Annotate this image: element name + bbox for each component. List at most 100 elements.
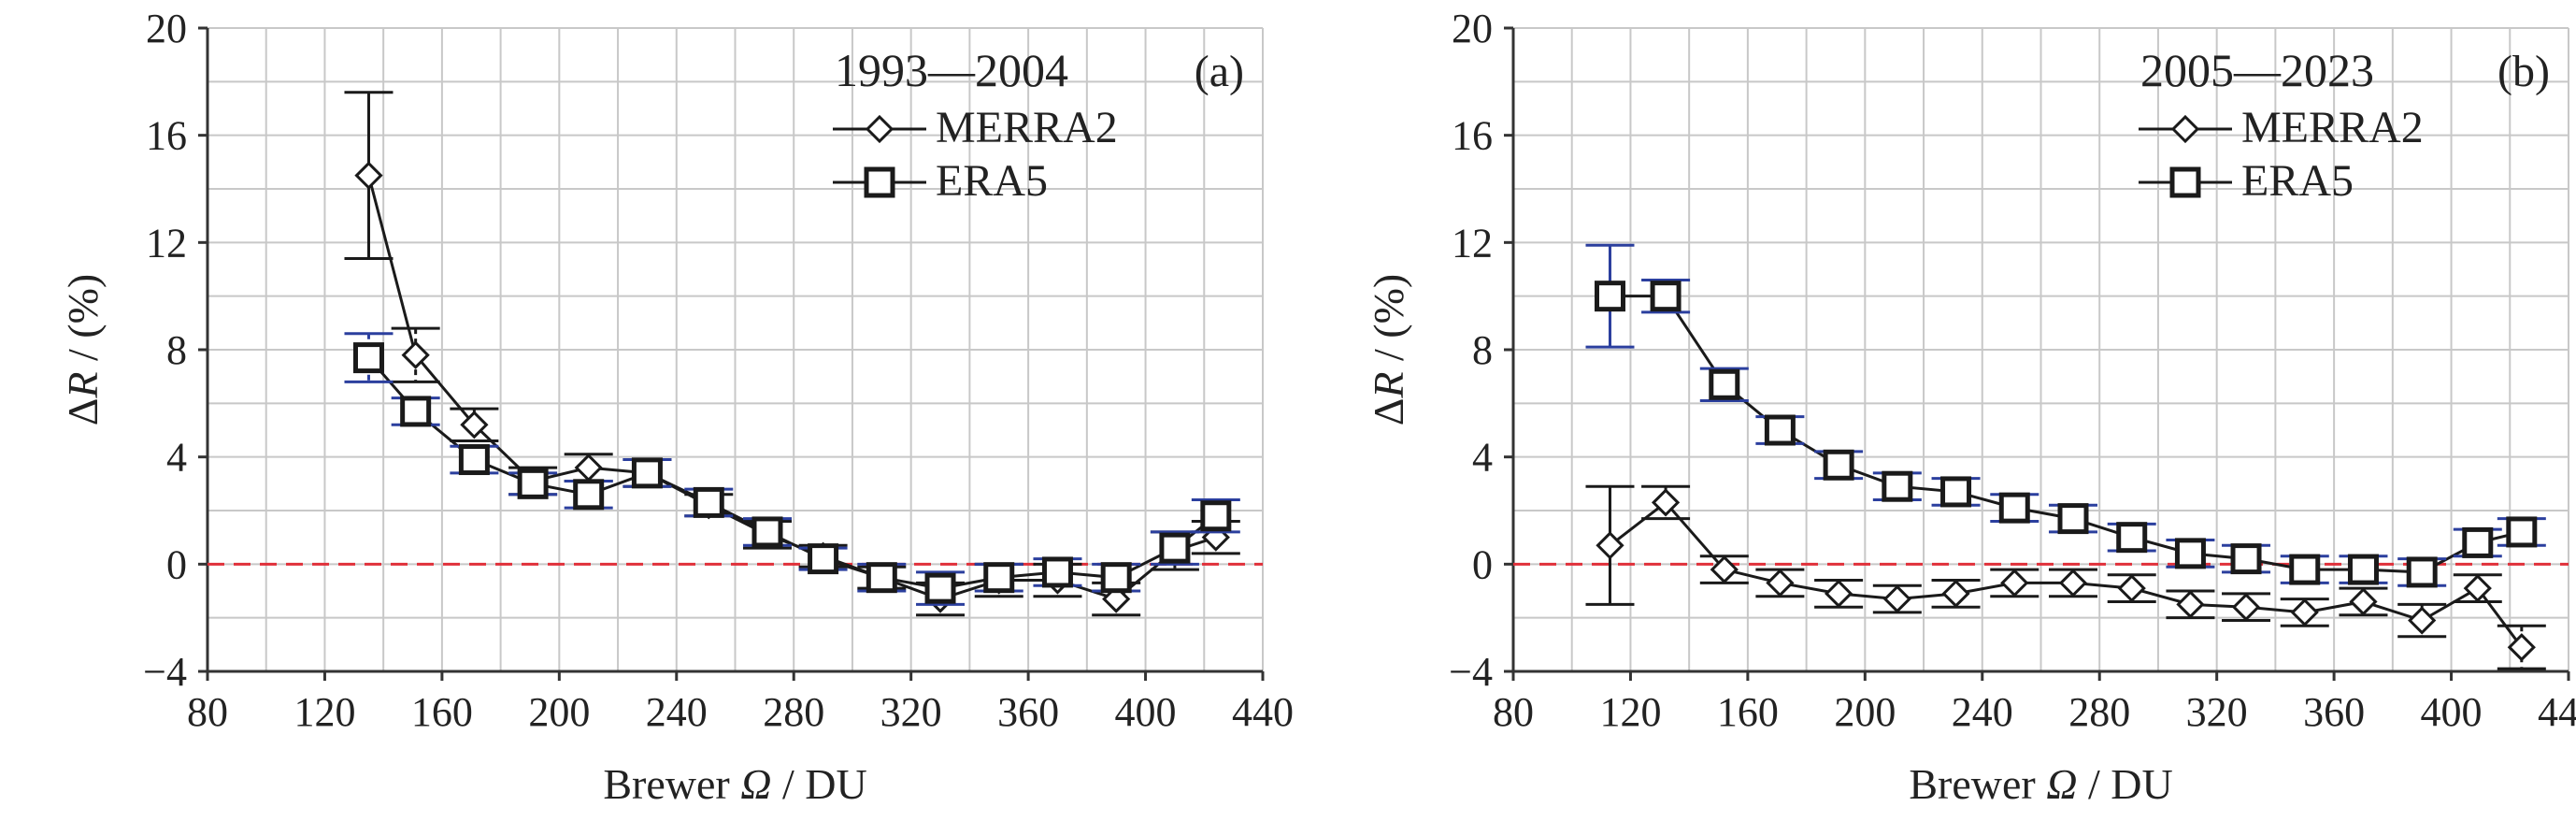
point-merra2 [1651,488,1681,517]
point-era5 [2230,543,2262,575]
point-era5 [1041,556,1073,588]
panel-tag: (b) [2497,47,2550,96]
x-tick-label: 120 [1599,689,1661,735]
y-tick-label: −4 [143,649,187,695]
legend-label-era5: ERA5 [2241,156,2354,206]
y-tick-label: 12 [146,220,187,266]
y-tick-label: 8 [1472,327,1493,373]
x-tick-label: 200 [1834,689,1896,735]
point-era5 [400,396,432,427]
point-era5 [1940,476,1972,508]
point-era5 [1882,470,1913,502]
y-tick-label: −4 [1449,649,1493,695]
point-era5 [983,562,1015,594]
x-tick-label: 80 [1493,689,1534,735]
point-merra2 [2408,606,2437,635]
y-axis-label-symbol: R [59,372,107,399]
point-era5 [2406,556,2438,588]
x-axis-label-prefix: Brewer [603,760,740,808]
point-era5 [573,479,605,511]
point-era5 [1764,414,1796,446]
point-era5 [1709,368,1740,400]
point-merra2 [2290,598,2319,627]
point-era5 [1998,492,2030,524]
point-merra2 [2176,590,2205,619]
x-axis-label-suffix: / DU [2077,760,2172,808]
point-merra2 [2231,593,2261,622]
point-merra2 [1882,584,1911,613]
x-tick-label: 160 [411,689,473,735]
point-merra2 [2507,633,2536,662]
x-axis-label-symbol: Ω [740,760,771,808]
point-era5 [352,342,384,374]
series-era5 [344,332,1240,606]
point-era5 [1823,449,1854,481]
x-axis-label: Brewer Ω / DU [1909,760,2172,808]
x-tick-label: 320 [880,689,942,735]
x-axis-label-prefix: Brewer [1909,760,2046,808]
y-axis-label: ΔR / (%) [59,274,107,425]
x-tick-label: 160 [1717,689,1779,735]
x-tick-label: 360 [997,689,1059,735]
y-axis-label-suffix: / (%) [59,274,107,372]
series-era5 [1585,243,2546,588]
x-tick-label: 240 [1952,689,2013,735]
point-era5 [1594,281,1625,312]
point-merra2 [1766,569,1795,598]
point-era5 [458,444,490,476]
y-tick-label: 8 [166,327,187,373]
legend-marker-square [864,166,895,198]
point-era5 [517,468,549,499]
legend-label-era5: ERA5 [936,156,1048,206]
point-era5 [2116,522,2148,554]
x-tick-label: 440 [1232,689,1294,735]
y-axis-label: ΔR / (%) [1365,274,1412,425]
legend-marker-square [2169,166,2201,198]
y-tick-label: 4 [166,435,187,481]
point-era5 [1200,500,1232,532]
x-tick-label: 360 [2303,689,2365,735]
series-line-era5 [367,356,1217,590]
point-era5 [808,543,839,575]
point-era5 [2057,503,2089,535]
legend-period: 1993—2004 [835,44,1068,96]
point-era5 [866,562,897,594]
y-tick-label: 16 [1452,113,1493,159]
x-tick-label: 280 [2068,689,2130,735]
point-merra2 [1941,579,1970,608]
y-axis-label-prefix: Δ [59,398,107,426]
point-merra2 [1824,579,1853,608]
point-era5 [2174,538,2206,569]
point-era5 [1159,532,1191,564]
x-tick-label: 80 [187,689,228,735]
legend-marker-diamond [865,114,894,144]
point-era5 [2347,554,2379,585]
panel-tag: (a) [1195,47,1244,96]
chart-panel-b: 80 120 160 200 240 280 320 360 400 440 −4 0 4 8 12 16 20… [1365,6,2576,808]
x-tick-label: 400 [2421,689,2483,735]
point-era5 [2289,554,2321,585]
point-merra2 [460,410,489,439]
y-axis-label-prefix: Δ [1365,398,1412,426]
x-tick-label: 280 [763,689,824,735]
point-merra2 [401,340,430,369]
x-tick-label: 240 [646,689,708,735]
point-merra2 [2000,569,2029,598]
y-axis-label-suffix: / (%) [1365,274,1412,372]
x-tick-label: 320 [2186,689,2248,735]
y-tick-label: 4 [1472,435,1493,481]
x-tick-label: 440 [2538,689,2576,735]
point-merra2 [2463,574,2492,603]
y-tick-label: 20 [1452,6,1493,51]
point-era5 [631,457,663,489]
point-era5 [2462,526,2494,558]
point-merra2 [354,161,383,190]
point-merra2 [2117,574,2146,603]
point-era5 [693,486,724,518]
x-tick-label: 200 [528,689,590,735]
point-era5 [1100,562,1132,594]
point-era5 [2506,516,2538,548]
legend-period: 2005—2023 [2140,44,2374,96]
